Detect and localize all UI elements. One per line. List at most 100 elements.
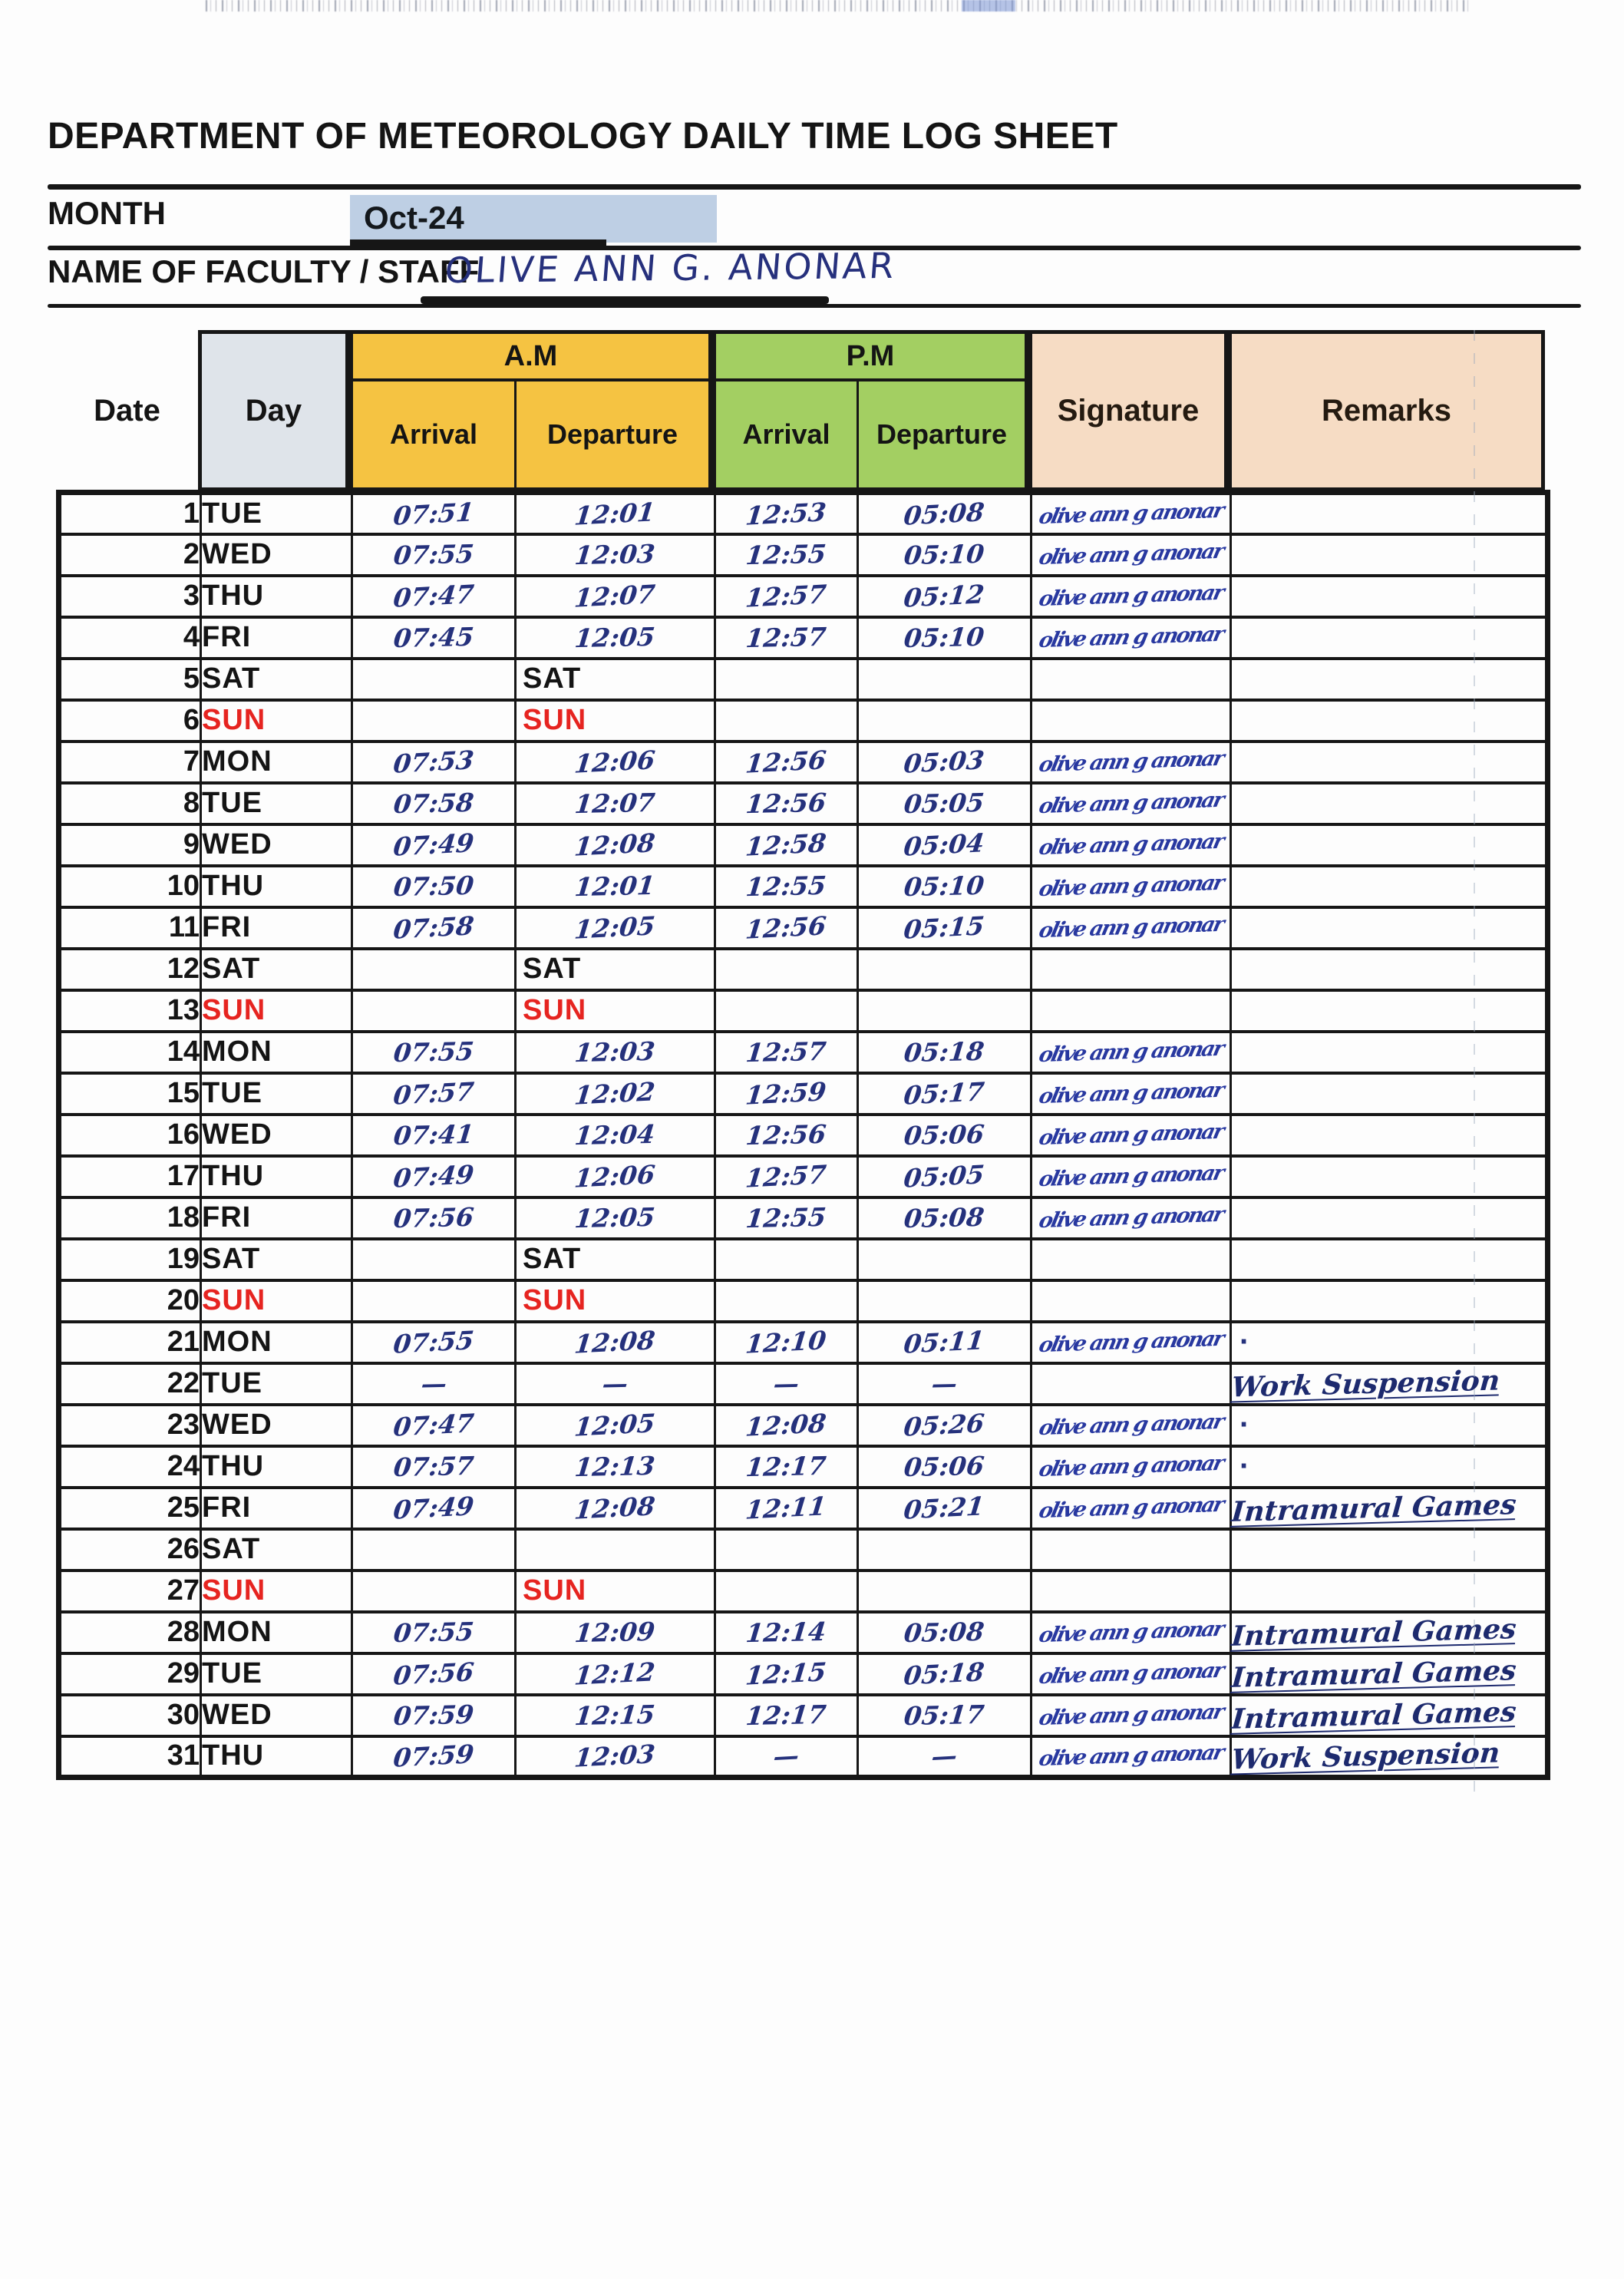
remarks-cell [1230,946,1549,992]
date-cell: 17 [58,1154,202,1199]
signature-scribble: olive ann g anonar [1036,1409,1226,1441]
am-arrival-cell: 07:49 [351,1485,517,1531]
pm-arrival-cell: 12:17 [714,1444,859,1489]
pen-dot: · [1239,1325,1250,1359]
remarks-cell [1230,1527,1549,1572]
signature-cell [1030,698,1232,743]
date-cell: 15 [58,1071,202,1116]
signature-scribble: olive ann g anonar [1036,498,1226,529]
signature-scribble: olive ann g anonar [1036,1699,1226,1731]
table-row: 21 MON 07:55 12:08 12:10 05:11 olive ann g ano… [58,1320,1549,1365]
table-row: 30 WED 07:59 12:15 12:17 05:17 olive ann g ano… [58,1693,1549,1738]
table-row: 10 THU 07:50 12:01 12:55 05:10 olive ann g ano… [58,864,1549,909]
remarks-cell: Intramural Games [1230,1485,1549,1531]
day-cell: TUE [200,1361,353,1406]
date-cell: 5 [58,656,202,702]
am-departure-time: 12:07 [573,579,657,613]
am-arrival-cell: 07:47 [351,1402,517,1448]
pm-group-label: P.M [716,334,1025,381]
pm-arrival-time: 12:56 [744,745,828,779]
am-departure-cell: 12:08 [514,1485,716,1531]
am-departure-cell: 12:12 [514,1651,716,1696]
am-departure-cell: 12:08 [514,822,716,867]
pm-arrival-time: 12:17 [744,1450,828,1483]
am-departure-time: 12:05 [573,621,657,654]
signature-cell: olive ann g anonar [1030,822,1232,867]
pm-arrival-cell [714,946,859,992]
am-arrival-cell: — [351,1361,517,1406]
pm-departure-cell: — [857,1734,1032,1779]
am-arrival-time: 07:55 [391,1616,476,1649]
am-departure-time: 12:09 [573,1616,657,1649]
weekend-label: SAT [523,662,582,695]
pm-departure-time: 05:05 [903,1159,986,1194]
remark-handwritten: Work Suspension [1230,1363,1501,1404]
day-cell: FRI [200,615,353,660]
month-row-underline [48,246,1581,250]
day-cell: SUN [200,988,353,1033]
pm-departure-cell [857,946,1032,992]
remark-handwritten: Work Suspension [1230,1736,1501,1776]
date-cell: 19 [58,1237,202,1282]
am-arrival-header: Arrival [353,381,517,487]
column-group-pm: P.M Arrival Departure [712,330,1028,491]
am-arrival-cell: 07:49 [351,1154,517,1199]
am-departure-cell: 12:06 [514,739,716,784]
date-cell: 6 [58,698,202,743]
weekend-label: SUN [523,1284,587,1316]
table-row: 2 WED 07:55 12:03 12:55 05:10 olive ann g anon… [58,532,1549,577]
am-departure-cell: 12:03 [514,1734,716,1779]
pm-departure-cell [857,1527,1032,1572]
am-departure-time: 12:03 [573,1739,657,1773]
pm-departure-time: 05:17 [903,1699,986,1732]
pm-arrival-cell: 12:55 [714,864,859,909]
day-cell: TUE [200,1071,353,1116]
table-row: 13 SUN SUN [58,988,1549,1033]
signature-cell [1030,1237,1232,1282]
am-arrival-cell: 07:56 [351,1651,517,1696]
pm-departure-time: 05:06 [903,1450,986,1483]
date-cell: 26 [58,1527,202,1572]
pm-departure-time: 05:08 [903,1201,986,1234]
am-departure-cell: 12:05 [514,905,716,950]
am-departure-cell: SAT [514,656,716,702]
month-label: MONTH [48,195,166,231]
am-arrival-cell: 07:55 [351,1610,517,1655]
date-cell: 3 [58,573,202,619]
signature-cell [1030,946,1232,992]
pm-departure-cell: 05:08 [857,1610,1032,1655]
signature-scribble: olive ann g anonar [1036,746,1226,778]
am-arrival-time: 07:57 [391,1076,476,1111]
signature-scribble: olive ann g anonar [1036,1492,1226,1524]
pm-departure-time: 05:04 [903,827,986,862]
am-arrival-cell [351,946,517,992]
am-arrival-cell: 07:53 [351,739,517,784]
am-departure-time: 12:05 [573,910,657,945]
am-departure-time: 12:08 [573,1491,657,1525]
am-departure-cell: 12:15 [514,1693,716,1738]
am-arrival-cell [351,1278,517,1323]
pm-departure-time: 05:11 [903,1325,986,1359]
signature-cell: olive ann g anonar [1030,1693,1232,1738]
pm-departure-header: Departure [876,418,1008,450]
day-cell: MON [200,1029,353,1075]
pm-arrival-cell: 12:56 [714,781,859,826]
pm-arrival-cell [714,1527,859,1572]
date-cell: 28 [58,1610,202,1655]
date-cell: 8 [58,781,202,826]
signature-cell: olive ann g anonar [1030,1195,1232,1240]
am-arrival-time: 07:49 [391,827,476,862]
table-row: 14 MON 07:55 12:03 12:57 05:18 olive ann g ano… [58,1029,1549,1075]
day-cell: WED [200,822,353,867]
signature-cell: olive ann g anonar [1030,1320,1232,1365]
pm-departure-cell: 05:18 [857,1029,1032,1075]
signature-scribble: olive ann g anonar [1036,1078,1226,1109]
day-cell: SUN [200,698,353,743]
am-arrival-cell: 07:58 [351,781,517,826]
pm-arrival-time: 12:57 [744,1159,828,1194]
date-cell: 12 [58,946,202,992]
am-departure-cell: 12:06 [514,1154,716,1199]
remarks-cell [1230,988,1549,1033]
am-departure-cell: 12:07 [514,781,716,826]
log-table-body: 1 TUE 07:51 12:01 12:53 05:08 olive ann g anon… [58,490,1549,1779]
